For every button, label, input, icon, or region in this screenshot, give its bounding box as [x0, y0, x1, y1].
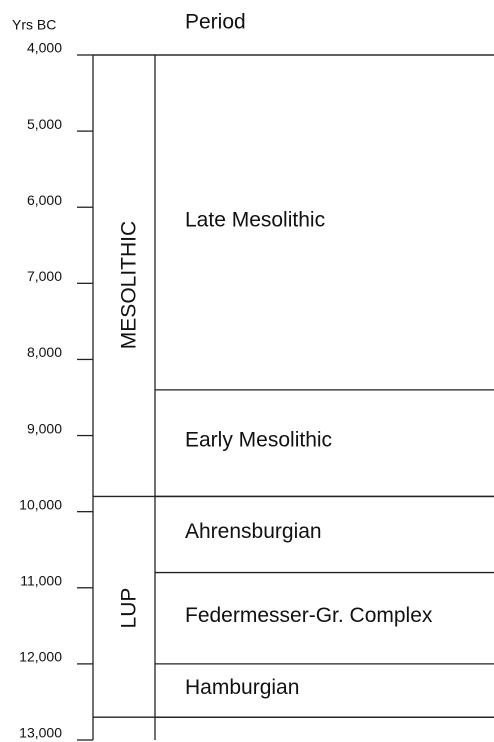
- period-label: Early Mesolithic: [185, 429, 332, 452]
- group-label: LUP: [118, 588, 141, 629]
- y-tick-label: 4,000: [27, 40, 62, 56]
- y-tick-label: 12,000: [19, 649, 62, 665]
- y-tick-label: 13,000: [19, 725, 62, 741]
- column-label: Period: [185, 11, 246, 34]
- y-tick-label: 5,000: [27, 116, 62, 132]
- y-tick-label: 10,000: [19, 496, 62, 512]
- period-label: Ahrensburgian: [185, 520, 322, 543]
- y-tick-label: 6,000: [27, 192, 62, 208]
- y-tick-label: 8,000: [27, 344, 62, 360]
- group-label: MESOLITHIC: [118, 221, 141, 349]
- y-tick-label: 9,000: [27, 420, 62, 436]
- y-tick-label: 11,000: [20, 572, 62, 588]
- axis-label: Yrs BC: [12, 17, 56, 33]
- period-label: Hamburgian: [185, 676, 299, 699]
- y-tick-label: 7,000: [27, 268, 62, 284]
- period-label: Late Mesolithic: [185, 209, 325, 232]
- period-label: Federmesser-Gr. Complex: [185, 604, 433, 627]
